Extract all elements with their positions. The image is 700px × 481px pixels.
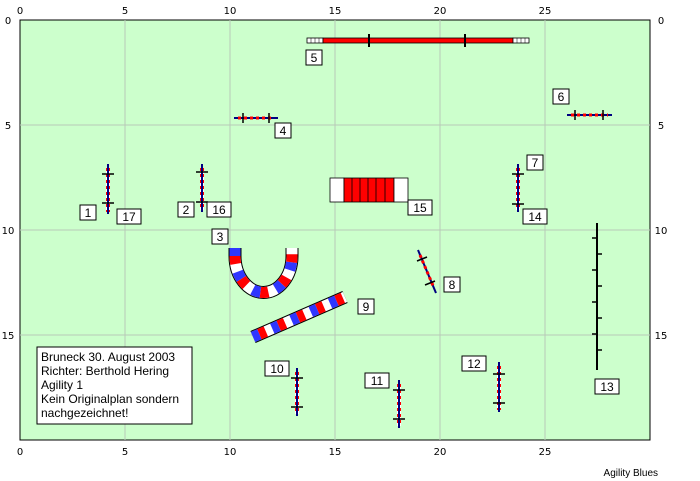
obstacle-straight-tunnel <box>250 291 348 343</box>
obstacle-hurdle-8 <box>416 249 437 294</box>
number-label-5: 5 <box>305 49 323 66</box>
number-label-13: 13 <box>594 378 620 395</box>
course-info-box: Bruneck 30. August 2003 Richter: Berthol… <box>36 346 193 425</box>
obstacle-hurdle-11 <box>393 380 405 428</box>
number-label-15: 15 <box>407 199 433 216</box>
x-tick-top: 25 <box>539 6 552 17</box>
axis-bottom: 0 5 10 15 20 25 <box>17 447 552 458</box>
obstacle-hurdle-12 <box>493 362 505 412</box>
number-label-2: 2 <box>177 201 195 218</box>
obstacle-hurdle-6 <box>567 110 612 120</box>
number-label-17: 17 <box>116 208 142 225</box>
svg-text:2: 2 <box>183 203 190 217</box>
obstacle-dogwalk <box>306 34 530 47</box>
info-judge: Richter: Berthold Hering <box>41 364 169 378</box>
svg-text:6: 6 <box>558 90 565 104</box>
x-tick-bottom: 0 <box>17 447 23 458</box>
y-tick-left: 0 <box>5 16 11 27</box>
number-label-3: 3 <box>211 228 229 245</box>
number-label-1: 1 <box>79 204 97 221</box>
x-tick-bottom: 20 <box>434 447 447 458</box>
x-tick-top: 5 <box>122 6 128 17</box>
svg-text:7: 7 <box>532 156 539 170</box>
number-label-7: 7 <box>526 154 544 171</box>
credit-label: Agility Blues <box>604 468 658 479</box>
y-tick-left: 10 <box>2 226 15 237</box>
svg-text:12: 12 <box>467 357 481 371</box>
x-tick-bottom: 5 <box>122 447 128 458</box>
obstacle-hurdle-7-14 <box>512 164 524 212</box>
number-label-11: 11 <box>364 372 390 389</box>
y-tick-right: 5 <box>658 121 664 132</box>
axis-right: 0 5 10 15 <box>655 16 668 342</box>
svg-text:1: 1 <box>85 206 92 220</box>
x-tick-top: 10 <box>224 6 237 17</box>
obstacle-curved-tunnel <box>228 248 299 299</box>
svg-text:3: 3 <box>217 230 224 244</box>
info-note-line1: Kein Originalplan sondern <box>41 392 179 406</box>
x-tick-bottom: 10 <box>224 447 237 458</box>
svg-text:13: 13 <box>600 380 614 394</box>
number-label-10: 10 <box>264 360 290 377</box>
number-label-8: 8 <box>443 276 461 293</box>
info-class: Agility 1 <box>41 378 83 392</box>
x-tick-bottom: 25 <box>539 447 552 458</box>
axis-top: 0 5 10 15 20 25 <box>17 6 552 17</box>
number-label-16: 16 <box>206 201 232 218</box>
number-label-14: 14 <box>522 208 548 225</box>
svg-text:8: 8 <box>449 278 456 292</box>
info-note-line2: nachgezeichnet! <box>41 406 128 420</box>
x-tick-top: 20 <box>434 6 447 17</box>
number-label-9: 9 <box>357 298 375 315</box>
svg-text:17: 17 <box>122 210 136 224</box>
obstacle-hurdle-1-17 <box>102 164 114 214</box>
x-tick-top: 0 <box>17 6 23 17</box>
obstacle-collapsed-tunnel <box>329 177 409 203</box>
obstacle-hurdle-2-16 <box>196 164 208 212</box>
y-tick-right: 15 <box>655 331 668 342</box>
svg-text:9: 9 <box>363 300 370 314</box>
svg-text:16: 16 <box>212 203 226 217</box>
y-tick-right: 10 <box>655 226 668 237</box>
y-tick-left: 15 <box>2 331 15 342</box>
axis-left: 0 5 10 15 <box>2 16 15 342</box>
number-label-4: 4 <box>274 122 292 139</box>
info-location-date: Bruneck 30. August 2003 <box>41 350 175 364</box>
number-label-6: 6 <box>552 88 570 105</box>
y-tick-left: 5 <box>5 121 11 132</box>
x-tick-bottom: 15 <box>329 447 342 458</box>
svg-text:10: 10 <box>270 362 284 376</box>
x-tick-top: 15 <box>329 6 342 17</box>
obstacle-hurdle-4 <box>234 113 278 123</box>
y-tick-right: 0 <box>658 16 664 27</box>
svg-text:5: 5 <box>311 51 318 65</box>
obstacle-hurdle-10 <box>291 368 303 416</box>
svg-text:14: 14 <box>528 210 542 224</box>
number-label-12: 12 <box>461 355 487 372</box>
obstacle-weave-poles <box>592 223 602 370</box>
svg-text:15: 15 <box>413 201 427 215</box>
svg-text:11: 11 <box>371 374 384 388</box>
svg-text:4: 4 <box>280 124 287 138</box>
